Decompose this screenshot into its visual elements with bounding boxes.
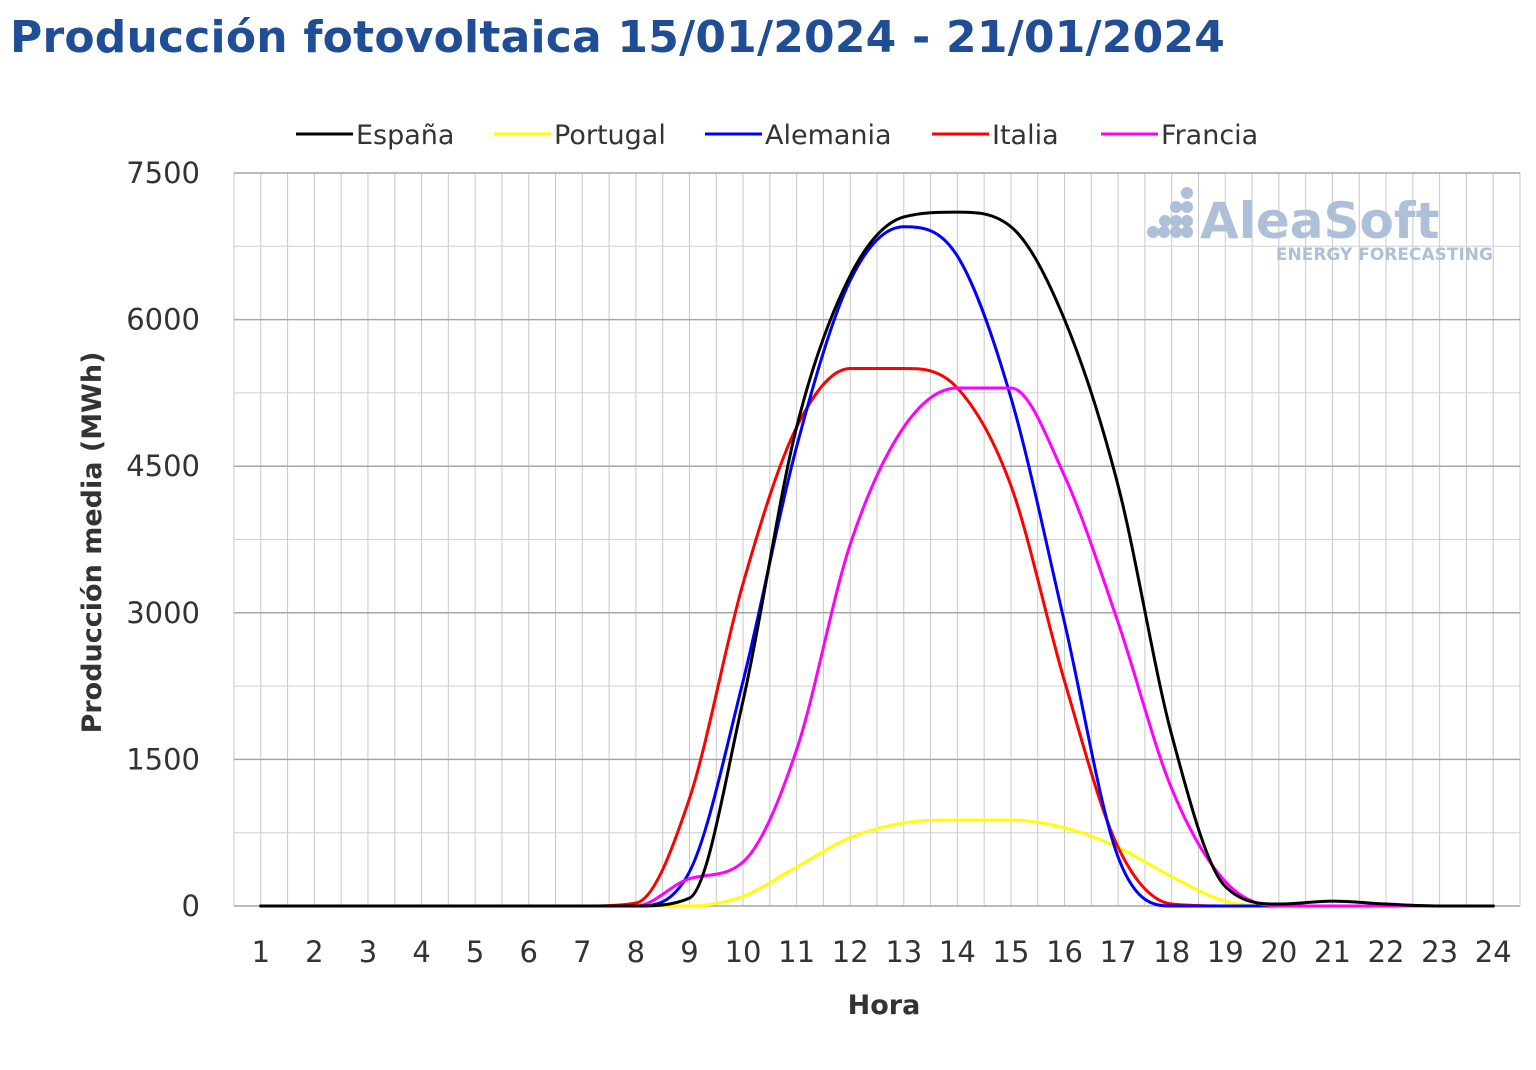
x-tick-label: 24 xyxy=(1475,935,1512,969)
x-tick-label: 17 xyxy=(1100,935,1137,969)
watermark-dot xyxy=(1181,201,1193,213)
x-tick-label: 13 xyxy=(885,935,922,969)
watermark-tagline: ENERGY FORECASTING xyxy=(1276,245,1493,265)
x-tick-label: 6 xyxy=(519,935,537,969)
x-tick-label: 11 xyxy=(778,935,815,969)
chart-title: Producción fotovoltaica 15/01/2024 - 21/… xyxy=(10,12,1226,63)
x-tick-label: 1 xyxy=(252,935,270,969)
legend-label: Alemania xyxy=(765,120,892,151)
x-tick-label: 19 xyxy=(1207,935,1244,969)
watermark-dot xyxy=(1181,215,1193,227)
y-tick-label: 6000 xyxy=(126,303,200,337)
legend-label: Portugal xyxy=(554,120,666,151)
x-tick-label: 9 xyxy=(680,935,698,969)
y-tick-label: 3000 xyxy=(126,596,200,630)
watermark-dot xyxy=(1170,215,1182,227)
grid xyxy=(233,172,1521,907)
x-tick-label: 4 xyxy=(412,935,430,969)
y-tick-label: 4500 xyxy=(126,449,200,483)
x-tick-label: 3 xyxy=(359,935,377,969)
legend: España Portugal Alemania Italia Francia xyxy=(296,120,1258,151)
x-tick-label: 2 xyxy=(305,935,323,969)
x-tick-label: 5 xyxy=(466,935,484,969)
x-tick-label: 22 xyxy=(1368,935,1405,969)
x-axis-ticks: 1 2 3 4 5 6 7 8 9 10 11 12 13 14 15 16 17 18 19 20 21 22 23 24 xyxy=(252,935,1512,969)
x-tick-label: 15 xyxy=(993,935,1030,969)
watermark-dot xyxy=(1181,187,1193,199)
legend-label: Francia xyxy=(1161,120,1258,151)
x-tick-label: 12 xyxy=(832,935,869,969)
x-tick-label: 18 xyxy=(1153,935,1190,969)
y-tick-label: 7500 xyxy=(126,156,200,190)
series-line-españa xyxy=(259,210,1495,908)
watermark-dot xyxy=(1159,215,1171,227)
watermark-dot xyxy=(1181,226,1193,238)
x-tick-label: 10 xyxy=(725,935,762,969)
x-tick-label: 7 xyxy=(573,935,591,969)
x-tick-label: 8 xyxy=(627,935,645,969)
y-tick-label: 1500 xyxy=(126,742,200,776)
x-tick-label: 14 xyxy=(939,935,976,969)
legend-label: España xyxy=(356,120,454,151)
watermark-brand: AleaSoft xyxy=(1200,192,1440,250)
y-axis-title: Producción media (MWh) xyxy=(77,352,108,734)
watermark-dot xyxy=(1158,226,1170,238)
x-tick-label: 16 xyxy=(1046,935,1083,969)
legend-label: Italia xyxy=(992,120,1059,151)
x-tick-label: 21 xyxy=(1314,935,1351,969)
watermark-dot xyxy=(1147,226,1159,238)
y-axis-ticks: 0 1500 3000 4500 6000 7500 xyxy=(126,156,200,923)
y-tick-label: 0 xyxy=(182,889,200,923)
x-tick-label: 23 xyxy=(1421,935,1458,969)
series-lines xyxy=(259,210,1495,908)
x-tick-label: 20 xyxy=(1260,935,1297,969)
watermark-dot xyxy=(1170,226,1182,238)
watermark-dot xyxy=(1170,201,1182,213)
x-axis-title: Hora xyxy=(848,990,921,1021)
